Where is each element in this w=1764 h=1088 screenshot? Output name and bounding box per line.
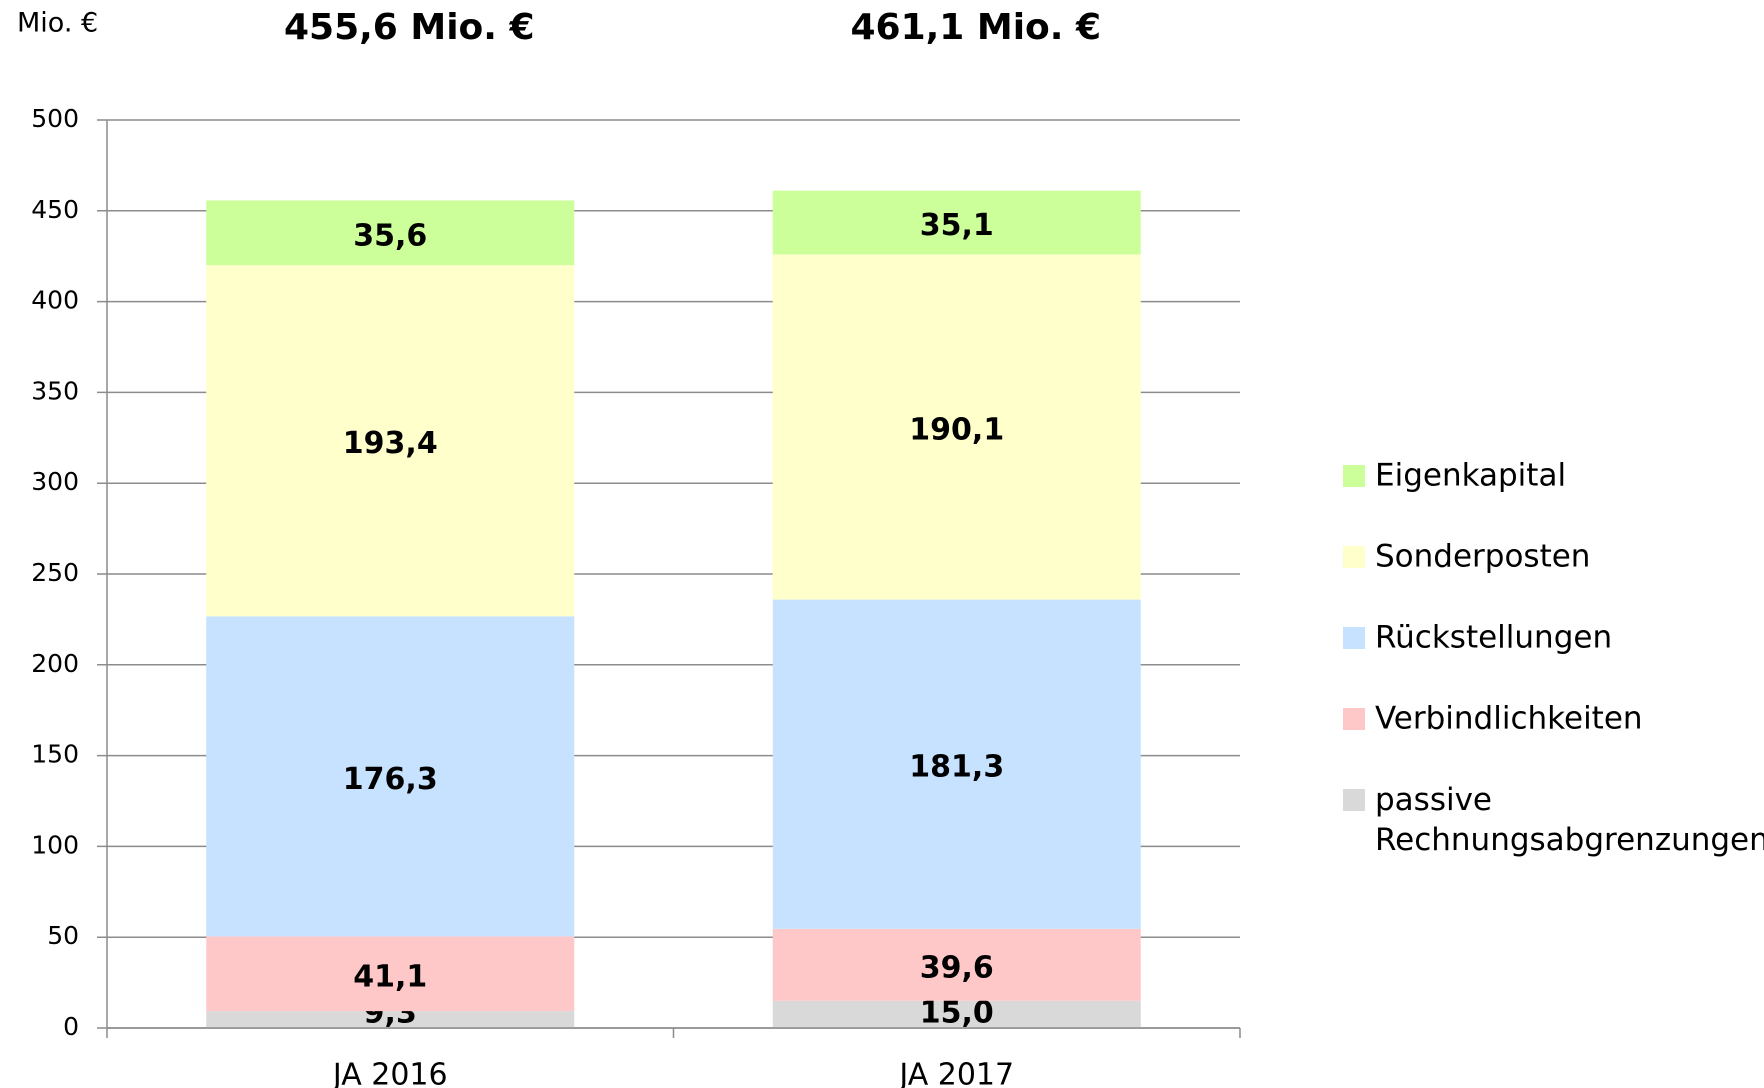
bar-segment: [772, 1000, 1141, 1028]
legend-label: Sonderposten: [1375, 539, 1590, 575]
legend-label: Eigenkapital: [1375, 458, 1566, 494]
y-tick-label: 0: [63, 1012, 79, 1041]
value-label: 35,1: [920, 208, 994, 243]
y-tick-label: 300: [31, 467, 79, 496]
bar-segment: [772, 190, 1141, 255]
legend-swatch: [1343, 546, 1365, 568]
legend-swatch: [1343, 789, 1365, 811]
y-unit-label: Mio. €: [17, 8, 98, 39]
value-label: 193,4: [343, 426, 438, 461]
bar-segment: [206, 265, 575, 617]
value-label: 41,1: [353, 959, 427, 994]
legend-label-line: passive: [1375, 782, 1492, 818]
y-tick-label: 250: [31, 558, 79, 587]
y-tick-label: 500: [31, 104, 79, 133]
y-tick-label: 100: [31, 830, 79, 859]
bar-segment: [206, 616, 575, 937]
legend-label: Rückstellungen: [1375, 620, 1612, 656]
legend-label-line: Rechnungsabgrenzungen: [1375, 822, 1764, 858]
y-tick-label: 450: [31, 195, 79, 224]
value-label: 190,1: [909, 412, 1004, 447]
total-label: 455,6 Mio. €: [284, 7, 535, 48]
bar-segment: [206, 1011, 575, 1028]
legend-label: Verbindlichkeiten: [1375, 701, 1643, 737]
y-tick-label: 150: [31, 740, 79, 769]
value-label: 39,6: [920, 950, 994, 985]
legend-swatch: [1343, 708, 1365, 730]
bar-segment: [206, 936, 575, 1012]
y-tick-label: 350: [31, 376, 79, 405]
y-tick-label: 400: [31, 286, 79, 315]
total-label: 461,1 Mio. €: [850, 7, 1101, 48]
bar-segment: [206, 200, 575, 266]
value-label: 176,3: [343, 762, 438, 797]
legend-swatch: [1343, 627, 1365, 649]
value-label: 181,3: [909, 750, 1004, 785]
legend-label: passive Rechnungsabgrenzungen: [1375, 782, 1764, 858]
legend-swatch: [1343, 465, 1365, 487]
y-tick-label: 200: [31, 649, 79, 678]
y-tick-label: 50: [47, 921, 79, 950]
x-tick-label: JA 2017: [897, 1058, 1014, 1088]
bar-segment: [772, 599, 1141, 929]
value-label: 15,0: [920, 996, 994, 1031]
bar-segment: [772, 254, 1141, 600]
value-label: 35,6: [353, 218, 427, 253]
x-tick-label: JA 2016: [331, 1058, 448, 1088]
bar-segment: [772, 928, 1141, 1001]
